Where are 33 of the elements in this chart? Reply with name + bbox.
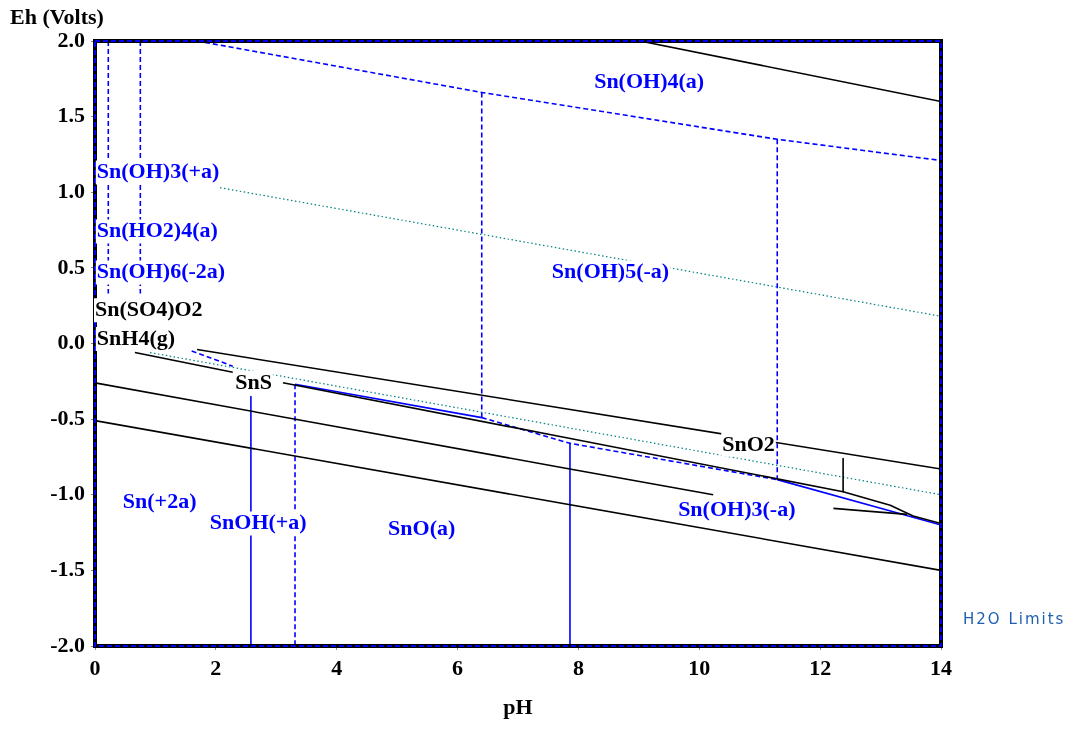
annotation: Sn(OH)5(-a): [551, 258, 670, 284]
annotation: Sn(OH)3(-a): [678, 495, 796, 521]
x-tick-label: 8: [572, 654, 584, 680]
annotation: Sn(OH)4(a): [594, 67, 705, 93]
text: H2O Limits: [963, 609, 1066, 628]
annotation: Sn(HO2)4(a): [96, 217, 218, 243]
y-tick-label: 0.5: [57, 253, 85, 279]
y-axis-title: Eh (Volts): [10, 3, 104, 29]
x-tick-label: 2: [210, 654, 222, 680]
annotation: Sn(SO4)O2: [95, 295, 203, 321]
x-tick-label: 14: [930, 654, 952, 680]
x-tick-label: 12: [809, 654, 832, 680]
y-tick-label: -1.5: [50, 556, 85, 582]
annotation: SnH4(g): [96, 324, 176, 350]
annotation: Sn(+2a): [122, 488, 197, 513]
y-tick-label: -1.0: [50, 480, 85, 506]
x-tick-label: 10: [688, 654, 711, 680]
annotation: Sn(OH)3(+a): [96, 158, 220, 184]
annotation: Sn(OH)6(-2a): [96, 258, 226, 284]
y-tick-label: 0.0: [57, 329, 85, 355]
y-tick-label: 2.0: [57, 26, 85, 52]
annotation: SnOH(+a): [209, 509, 307, 535]
annotation: SnS: [235, 368, 272, 394]
y-tick-label: -0.5: [50, 404, 85, 430]
y-tick-label: -2.0: [50, 631, 85, 657]
x-tick-label: 4: [331, 654, 343, 680]
x-tick-label: 6: [452, 654, 464, 680]
y-tick-label: 1.0: [57, 177, 85, 203]
y-tick-label: 1.5: [57, 102, 85, 128]
x-tick-label: 0: [89, 654, 101, 680]
annotation: SnO2: [722, 430, 775, 456]
x-axis-title: pH: [503, 693, 533, 719]
annotation: SnO(a): [388, 515, 456, 541]
